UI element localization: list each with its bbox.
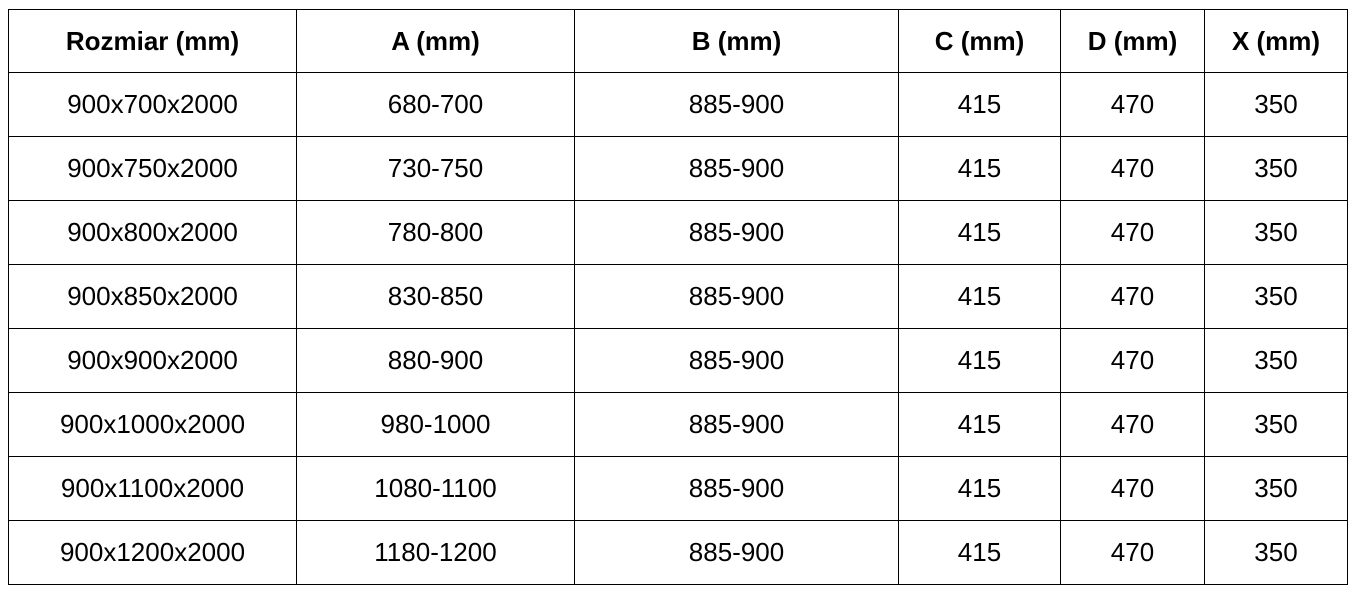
table-cell: 415: [898, 72, 1061, 137]
table-row: 900x850x2000 830-850 885-900 415 470 350: [8, 264, 1348, 329]
table-cell: 415: [898, 456, 1061, 521]
table-cell: 470: [1060, 520, 1205, 585]
table-cell: 415: [898, 264, 1061, 329]
table-cell: 900x700x2000: [8, 72, 297, 137]
table-cell: 680-700: [296, 72, 575, 137]
table-cell: 900x850x2000: [8, 264, 297, 329]
table-cell: 470: [1060, 392, 1205, 457]
table-cell: 885-900: [574, 200, 899, 265]
table-cell: 885-900: [574, 392, 899, 457]
table-cell: 900x800x2000: [8, 200, 297, 265]
table-cell: 470: [1060, 136, 1205, 201]
table-cell: 885-900: [574, 264, 899, 329]
table-cell: 885-900: [574, 456, 899, 521]
table-cell: 1080-1100: [296, 456, 575, 521]
table-row: 900x1000x2000 980-1000 885-900 415 470 350: [8, 392, 1348, 457]
table-cell: 900x1000x2000: [8, 392, 297, 457]
table-cell: 900x1100x2000: [8, 456, 297, 521]
table-row: 900x750x2000 730-750 885-900 415 470 350: [8, 136, 1348, 201]
table-row: 900x700x2000 680-700 885-900 415 470 350: [8, 72, 1348, 137]
table-cell: 350: [1204, 328, 1348, 393]
table-cell: 885-900: [574, 72, 899, 137]
table-cell: 350: [1204, 136, 1348, 201]
table-cell: 830-850: [296, 264, 575, 329]
dimensions-table: Rozmiar (mm) A (mm) B (mm) C (mm) D (mm) X (m…: [8, 9, 1348, 585]
table-cell: 350: [1204, 456, 1348, 521]
table-cell: 1180-1200: [296, 520, 575, 585]
column-header: A (mm): [296, 9, 575, 73]
table-cell: 470: [1060, 72, 1205, 137]
table-cell: 885-900: [574, 136, 899, 201]
table-cell: 900x1200x2000: [8, 520, 297, 585]
table-cell: 415: [898, 392, 1061, 457]
table-row: 900x800x2000 780-800 885-900 415 470 350: [8, 200, 1348, 265]
table-cell: 880-900: [296, 328, 575, 393]
column-header: C (mm): [898, 9, 1061, 73]
table-cell: 900x900x2000: [8, 328, 297, 393]
table-row: 900x1100x2000 1080-1100 885-900 415 470 350: [8, 456, 1348, 521]
column-header: D (mm): [1060, 9, 1205, 73]
header-row: Rozmiar (mm) A (mm) B (mm) C (mm) D (mm) X (m…: [8, 9, 1348, 73]
table-cell: 730-750: [296, 136, 575, 201]
column-header: Rozmiar (mm): [8, 9, 297, 73]
table-cell: 470: [1060, 328, 1205, 393]
column-header: B (mm): [574, 9, 899, 73]
table-cell: 415: [898, 520, 1061, 585]
table-cell: 350: [1204, 200, 1348, 265]
table-cell: 470: [1060, 200, 1205, 265]
table-cell: 350: [1204, 520, 1348, 585]
table-row: 900x900x2000 880-900 885-900 415 470 350: [8, 328, 1348, 393]
table-cell: 980-1000: [296, 392, 575, 457]
table-cell: 415: [898, 200, 1061, 265]
table-cell: 415: [898, 328, 1061, 393]
table-cell: 350: [1204, 392, 1348, 457]
table-cell: 350: [1204, 264, 1348, 329]
table-row: 900x1200x2000 1180-1200 885-900 415 470 350: [8, 520, 1348, 585]
table-cell: 885-900: [574, 328, 899, 393]
table-cell: 350: [1204, 72, 1348, 137]
table-cell: 415: [898, 136, 1061, 201]
table-cell: 470: [1060, 264, 1205, 329]
table-cell: 900x750x2000: [8, 136, 297, 201]
column-header: X (mm): [1204, 9, 1348, 73]
table-cell: 470: [1060, 456, 1205, 521]
table-cell: 780-800: [296, 200, 575, 265]
table-cell: 885-900: [574, 520, 899, 585]
